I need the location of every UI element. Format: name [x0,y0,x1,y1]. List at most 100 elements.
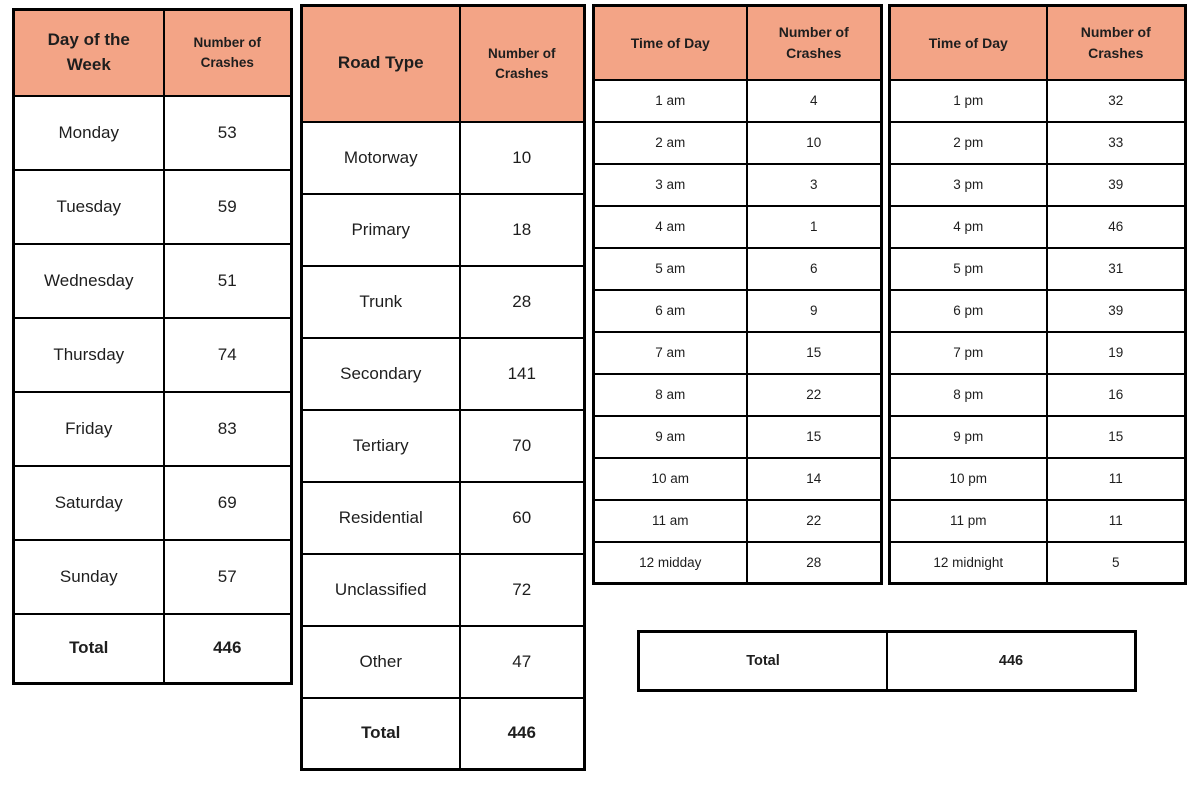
day-cell: Sunday [12,538,165,615]
count-cell: 28 [745,540,883,585]
time-cell: 11 am [592,498,748,543]
table-row: 8 am 22 [592,372,883,417]
table-row: Wednesday 51 [12,242,293,319]
count-cell: 141 [458,336,586,411]
count-cell: 3 [745,162,883,207]
count-cell: 15 [745,414,883,459]
count-cell: 16 [1045,372,1187,417]
day-cell: Wednesday [12,242,165,319]
count-cell: 11 [1045,498,1187,543]
header-row: Road Type Number of Crashes [300,4,586,123]
count-cell: 57 [162,538,293,615]
time-cell: 12 midday [592,540,748,585]
table-row: Saturday 69 [12,464,293,541]
count-cell: 59 [162,168,293,245]
count-cell: 15 [1045,414,1187,459]
time-cell: 5 pm [888,246,1048,291]
table-row: Trunk 28 [300,264,586,339]
header-row: Time of Day Number of Crashes [888,4,1187,81]
table-row: 3 am 3 [592,162,883,207]
table-row: 11 pm 11 [888,498,1187,543]
count-cell: 32 [1045,78,1187,123]
table-row: 6 pm 39 [888,288,1187,333]
count-cell: 15 [745,330,883,375]
table-row: 5 am 6 [592,246,883,291]
count-cell: 14 [745,456,883,501]
count-cell: 1 [745,204,883,249]
count-cell: 72 [458,552,586,627]
day-cell: Monday [12,94,165,171]
count-cell: 22 [745,372,883,417]
table-row: 9 am 15 [592,414,883,459]
total-value-cell: 446 [998,653,1024,669]
road-type-cell: Secondary [300,336,461,411]
time-cell: 9 pm [888,414,1048,459]
count-cell: 53 [162,94,293,171]
count-cell: 51 [162,242,293,319]
count-cell: 19 [1045,330,1187,375]
count-cell: 5 [1045,540,1187,585]
time-cell: 8 pm [888,372,1048,417]
time-cell: 9 am [592,414,748,459]
table-row: Friday 83 [12,390,293,467]
col-header-road-type: Road Type [300,4,461,123]
count-cell: 33 [1045,120,1187,165]
count-cell: 74 [162,316,293,393]
day-cell: Friday [12,390,165,467]
count-cell: 31 [1045,246,1187,291]
time-of-day-pm-table: Time of Day Number of Crashes 1 pm 32 2 p… [888,4,1187,585]
table-row: 3 pm 39 [888,162,1187,207]
day-cell: Thursday [12,316,165,393]
time-cell: 2 am [592,120,748,165]
time-cell: 11 pm [888,498,1048,543]
table-row: Residential 60 [300,480,586,555]
count-cell: 10 [458,120,586,195]
time-cell: 6 pm [888,288,1048,333]
table-row: Motorway 10 [300,120,586,195]
col-header-time-of-day: Time of Day [888,4,1048,81]
time-of-day-am-table: Time of Day Number of Crashes 1 am 4 2 am… [592,4,883,585]
total-value-cell: 446 [458,696,586,771]
count-cell: 28 [458,264,586,339]
table-row: Thursday 74 [12,316,293,393]
road-type-cell: Other [300,624,461,699]
table-row: 2 pm 33 [888,120,1187,165]
table-row: 1 pm 32 [888,78,1187,123]
table-row: 8 pm 16 [888,372,1187,417]
table-row: Primary 18 [300,192,586,267]
time-cell: 8 am [592,372,748,417]
table-row: Unclassified 72 [300,552,586,627]
count-cell: 39 [1045,288,1187,333]
table-row: 2 am 10 [592,120,883,165]
count-cell: 46 [1045,204,1187,249]
table-row: 7 pm 19 [888,330,1187,375]
table-row: Secondary 141 [300,336,586,411]
road-type-cell: Unclassified [300,552,461,627]
total-row: Total 446 [300,696,586,771]
time-cell: 7 pm [888,330,1048,375]
road-type-cell: Tertiary [300,408,461,483]
time-cell: 10 pm [888,456,1048,501]
time-cell: 10 am [592,456,748,501]
header-row: Time of Day Number of Crashes [592,4,883,81]
table-row: 5 pm 31 [888,246,1187,291]
time-cell: 2 pm [888,120,1048,165]
col-header-number-of-crashes: Number of Crashes [1045,4,1187,81]
road-type-cell: Primary [300,192,461,267]
count-cell: 47 [458,624,586,699]
time-cell: 4 am [592,204,748,249]
count-cell: 22 [745,498,883,543]
table-row: 6 am 9 [592,288,883,333]
road-type-cell: Residential [300,480,461,555]
table-row: Other 47 [300,624,586,699]
time-cell: 7 am [592,330,748,375]
time-cell: 3 am [592,162,748,207]
table-row: 9 pm 15 [888,414,1187,459]
total-value-cell: 446 [162,612,293,685]
time-cell: 3 pm [888,162,1048,207]
table-row: 12 midnight 5 [888,540,1187,585]
road-type-table: Road Type Number of Crashes Motorway 10 P… [300,4,586,771]
header-row: Day of the Week Number of Crashes [12,8,293,97]
day-of-week-table: Day of the Week Number of Crashes Monday… [12,8,293,685]
day-cell: Saturday [12,464,165,541]
